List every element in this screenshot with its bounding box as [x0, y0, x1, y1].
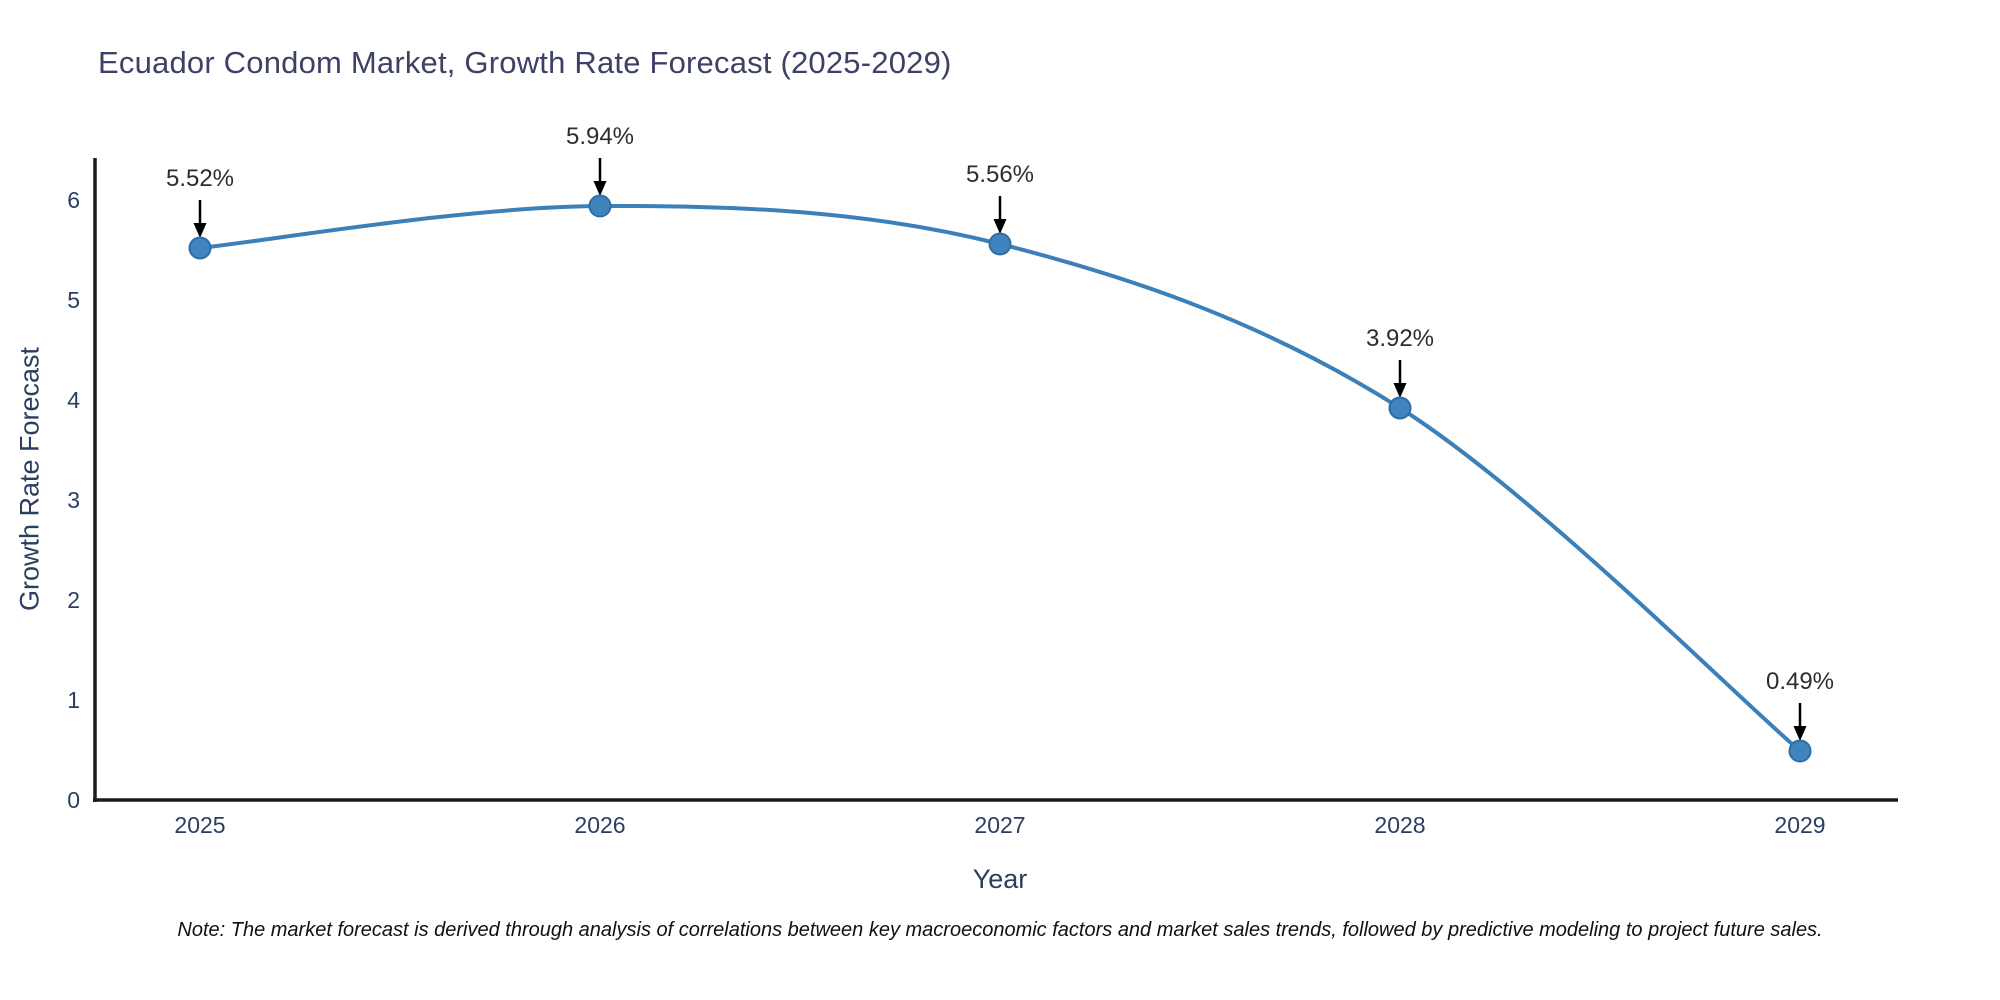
annotation-arrowhead: [1393, 383, 1407, 398]
data-point-marker: [588, 194, 612, 218]
y-axis-title: Growth Rate Forecast: [14, 346, 45, 612]
x-tick-label: 2025: [174, 812, 226, 838]
data-point-marker: [1788, 739, 1812, 763]
x-axis-title: Year: [972, 864, 1028, 894]
point-value-label: 5.94%: [565, 123, 635, 150]
data-point-marker: [188, 236, 212, 260]
y-tick-label: 2: [67, 587, 80, 613]
y-tick-label: 3: [67, 487, 80, 513]
y-tick-label: 5: [67, 287, 80, 313]
annotation-arrowhead: [993, 219, 1007, 234]
y-tick-label: 6: [67, 187, 80, 213]
point-value-label: 5.52%: [165, 165, 235, 192]
x-tick-label: 2029: [1774, 812, 1826, 838]
forecast-line: [199, 203, 1802, 753]
footnote: Note: The market forecast is derived thr…: [177, 919, 1823, 941]
annotation-arrowhead: [1793, 726, 1807, 741]
y-tick-label: 4: [67, 387, 80, 413]
x-tick-label: 2027: [974, 812, 1026, 838]
x-tick-label: 2026: [574, 812, 626, 838]
x-tick-label: 2028: [1374, 812, 1426, 838]
point-value-label: 3.92%: [1365, 325, 1435, 352]
y-tick-label: 1: [67, 687, 80, 713]
data-point-marker: [988, 232, 1012, 256]
data-point-marker: [1388, 396, 1412, 420]
annotation-arrowhead: [193, 223, 207, 238]
chart-title: Ecuador Condom Market, Growth Rate Forec…: [98, 45, 952, 80]
annotation-arrowhead: [593, 181, 607, 196]
point-value-label: 0.49%: [1765, 668, 1835, 695]
y-tick-label: 0: [67, 787, 80, 813]
point-value-label: 5.56%: [965, 161, 1035, 188]
